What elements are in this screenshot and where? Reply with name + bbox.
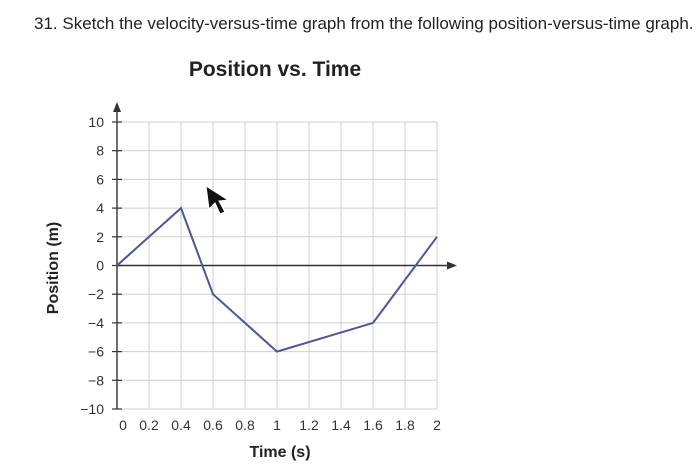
y-tick-label: 8: [96, 143, 104, 159]
x-tick-label: 0.2: [139, 417, 159, 433]
y-tick-label: 4: [96, 200, 104, 216]
y-tick-label: −8: [88, 372, 104, 388]
x-tick-label: 0.4: [171, 417, 191, 433]
cursor-pointer-icon: [205, 185, 230, 215]
question-text: 31. Sketch the velocity-versus-time grap…: [34, 14, 694, 34]
x-tick-label: 2: [433, 417, 441, 433]
question-number: 31: [34, 14, 53, 33]
y-tick-label: −6: [88, 344, 104, 360]
x-tick-label: 1.2: [299, 417, 319, 433]
x-tick-label: 0: [119, 417, 127, 433]
x-tick-label: 0.6: [203, 417, 223, 433]
y-tick-label: −4: [88, 315, 104, 331]
x-tick-label: 1.4: [331, 417, 351, 433]
x-tick-labels: 0 0.2 0.4 0.6 0.8 1 1.2 1.4 1.6 1.8 2: [119, 417, 441, 433]
x-axis-label: Time (s): [249, 444, 310, 461]
y-axis-label: Position (m): [45, 222, 62, 314]
axes: [112, 102, 457, 410]
y-tick-label: −10: [80, 401, 104, 417]
y-axis-arrow-icon: [113, 102, 121, 112]
position-series-line: [116, 206, 438, 353]
y-tick-label: 6: [96, 171, 104, 187]
y-tick-label: 10: [88, 114, 104, 130]
y-tick-label: −2: [88, 286, 104, 302]
x-axis-arrow-icon: [447, 261, 457, 270]
x-tick-label: 1.6: [363, 417, 383, 433]
y-tick-labels: 10 8 6 4 2 0 −2 −4 −6 −8 −10: [80, 114, 104, 417]
series-layer: [116, 206, 438, 353]
x-tick-label: 0.8: [235, 417, 255, 433]
x-tick-label: 1.8: [395, 417, 415, 433]
question-prompt: . Sketch the velocity-versus-time graph …: [52, 14, 694, 33]
y-tick-label: 0: [96, 258, 104, 274]
x-tick-label: 1: [273, 417, 281, 433]
y-tick-label: 2: [96, 229, 104, 245]
chart-title: Position vs. Time: [189, 58, 361, 81]
